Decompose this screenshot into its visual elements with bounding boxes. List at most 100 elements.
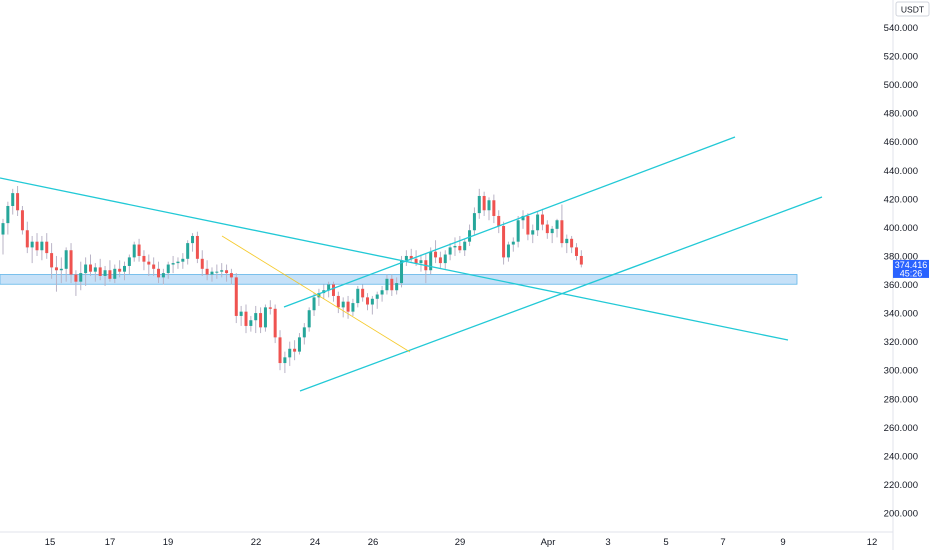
candle-up [11, 193, 15, 206]
candle-down [45, 241, 49, 254]
candle-down [152, 264, 156, 269]
price-tick-label: 320.000 [884, 337, 918, 348]
candle-down [74, 274, 78, 282]
price-tick-label: 200.000 [884, 509, 918, 520]
candle-down [434, 251, 438, 258]
last-price-box [893, 259, 929, 278]
price-tick-label: 300.000 [884, 366, 918, 377]
candle-up [302, 327, 306, 338]
candle-up [565, 238, 569, 244]
time-tick-label: 19 [163, 537, 174, 548]
candle-down [157, 268, 161, 278]
candle-up [506, 244, 510, 258]
time-tick-label: 5 [663, 537, 668, 548]
candle-up [288, 348, 292, 358]
candle-down [69, 250, 73, 275]
candle-down [259, 313, 263, 328]
candle-up [215, 271, 219, 273]
time-tick-label: 9 [780, 537, 785, 548]
time-tick-label: 15 [45, 537, 56, 548]
currency-box[interactable] [895, 1, 930, 17]
candle-up [249, 320, 253, 326]
candle-down [234, 277, 238, 316]
candle-down [502, 225, 506, 258]
candle-up [404, 255, 408, 261]
candle-up [317, 293, 321, 298]
candle-up [64, 250, 68, 269]
time-tick-label: 26 [368, 537, 379, 548]
candle-up [210, 271, 214, 275]
channel-lower-line[interactable] [299, 196, 823, 392]
candle-up [555, 220, 559, 229]
descending-trendline[interactable] [0, 177, 789, 341]
candle-up [123, 265, 126, 272]
candle-down [574, 247, 578, 256]
candle-up [220, 270, 224, 272]
channel-upper-line[interactable] [283, 136, 736, 308]
candle-up [127, 257, 131, 266]
candle-down [409, 255, 413, 259]
candle-down [195, 235, 199, 259]
candle-up [312, 297, 316, 311]
candle-down [492, 200, 496, 216]
candle-up [419, 260, 423, 264]
candle-down [205, 268, 209, 275]
time-tick-label: Apr [541, 537, 556, 548]
candle-down [229, 273, 233, 278]
candle-down [16, 193, 20, 211]
candle-up [79, 273, 83, 282]
candle-up [351, 303, 355, 312]
candle-up [6, 205, 10, 224]
candle-up [550, 228, 554, 234]
candle-up [93, 267, 97, 272]
candle-down [50, 253, 54, 268]
last-price-badge: 374.416 45:26 [893, 259, 929, 278]
candle-down [137, 244, 141, 256]
time-tick-labels: 15 17 19 22 24 26 29 Apr 3 5 7 9 12 [45, 537, 878, 548]
candle-down [118, 268, 122, 272]
last-price-value: 374.416 [895, 260, 928, 270]
candle-up [297, 337, 301, 352]
candle-up [132, 244, 136, 258]
candle-down [278, 337, 282, 364]
candle-up [40, 241, 44, 251]
price-tick-label: 340.000 [884, 309, 918, 320]
candle-up [84, 264, 88, 274]
candle-up [453, 245, 457, 248]
candle-up [429, 251, 433, 271]
candle-up [176, 261, 180, 264]
price-tick-label: 380.000 [884, 251, 918, 262]
candle-up [181, 258, 185, 262]
candle-up [531, 230, 535, 235]
candle-down [526, 215, 530, 235]
candle-down [438, 257, 442, 264]
candle-up [400, 260, 404, 284]
price-tick-label: 360.000 [884, 280, 918, 291]
price-tick-label: 400.000 [884, 223, 918, 234]
candle-down [225, 270, 229, 274]
candle-down [108, 270, 112, 279]
candle-down [244, 311, 248, 326]
candlestick-series [1, 185, 583, 374]
support-zone[interactable] [0, 274, 798, 285]
candle-up [516, 220, 520, 242]
drawings[interactable] [0, 136, 823, 392]
candle-down [560, 220, 564, 244]
time-tick-label: 24 [310, 537, 321, 548]
time-tick-label: 3 [605, 537, 610, 548]
candle-down [482, 195, 486, 211]
candle-down [293, 348, 297, 352]
candle-down [98, 267, 102, 276]
price-tick-label: 500.000 [884, 80, 918, 91]
price-tick-label: 460.000 [884, 137, 918, 148]
currency-label: USDT [901, 5, 924, 15]
candle-up [59, 268, 63, 271]
candle-down [20, 210, 24, 231]
candle-up [356, 288, 360, 304]
price-axis[interactable]: USDT 200.000 220.000 240.000 260.000 280.000… [884, 1, 930, 520]
candle-up [307, 310, 311, 328]
diagonal-guide-line[interactable] [221, 235, 411, 353]
candle-down [540, 214, 544, 225]
